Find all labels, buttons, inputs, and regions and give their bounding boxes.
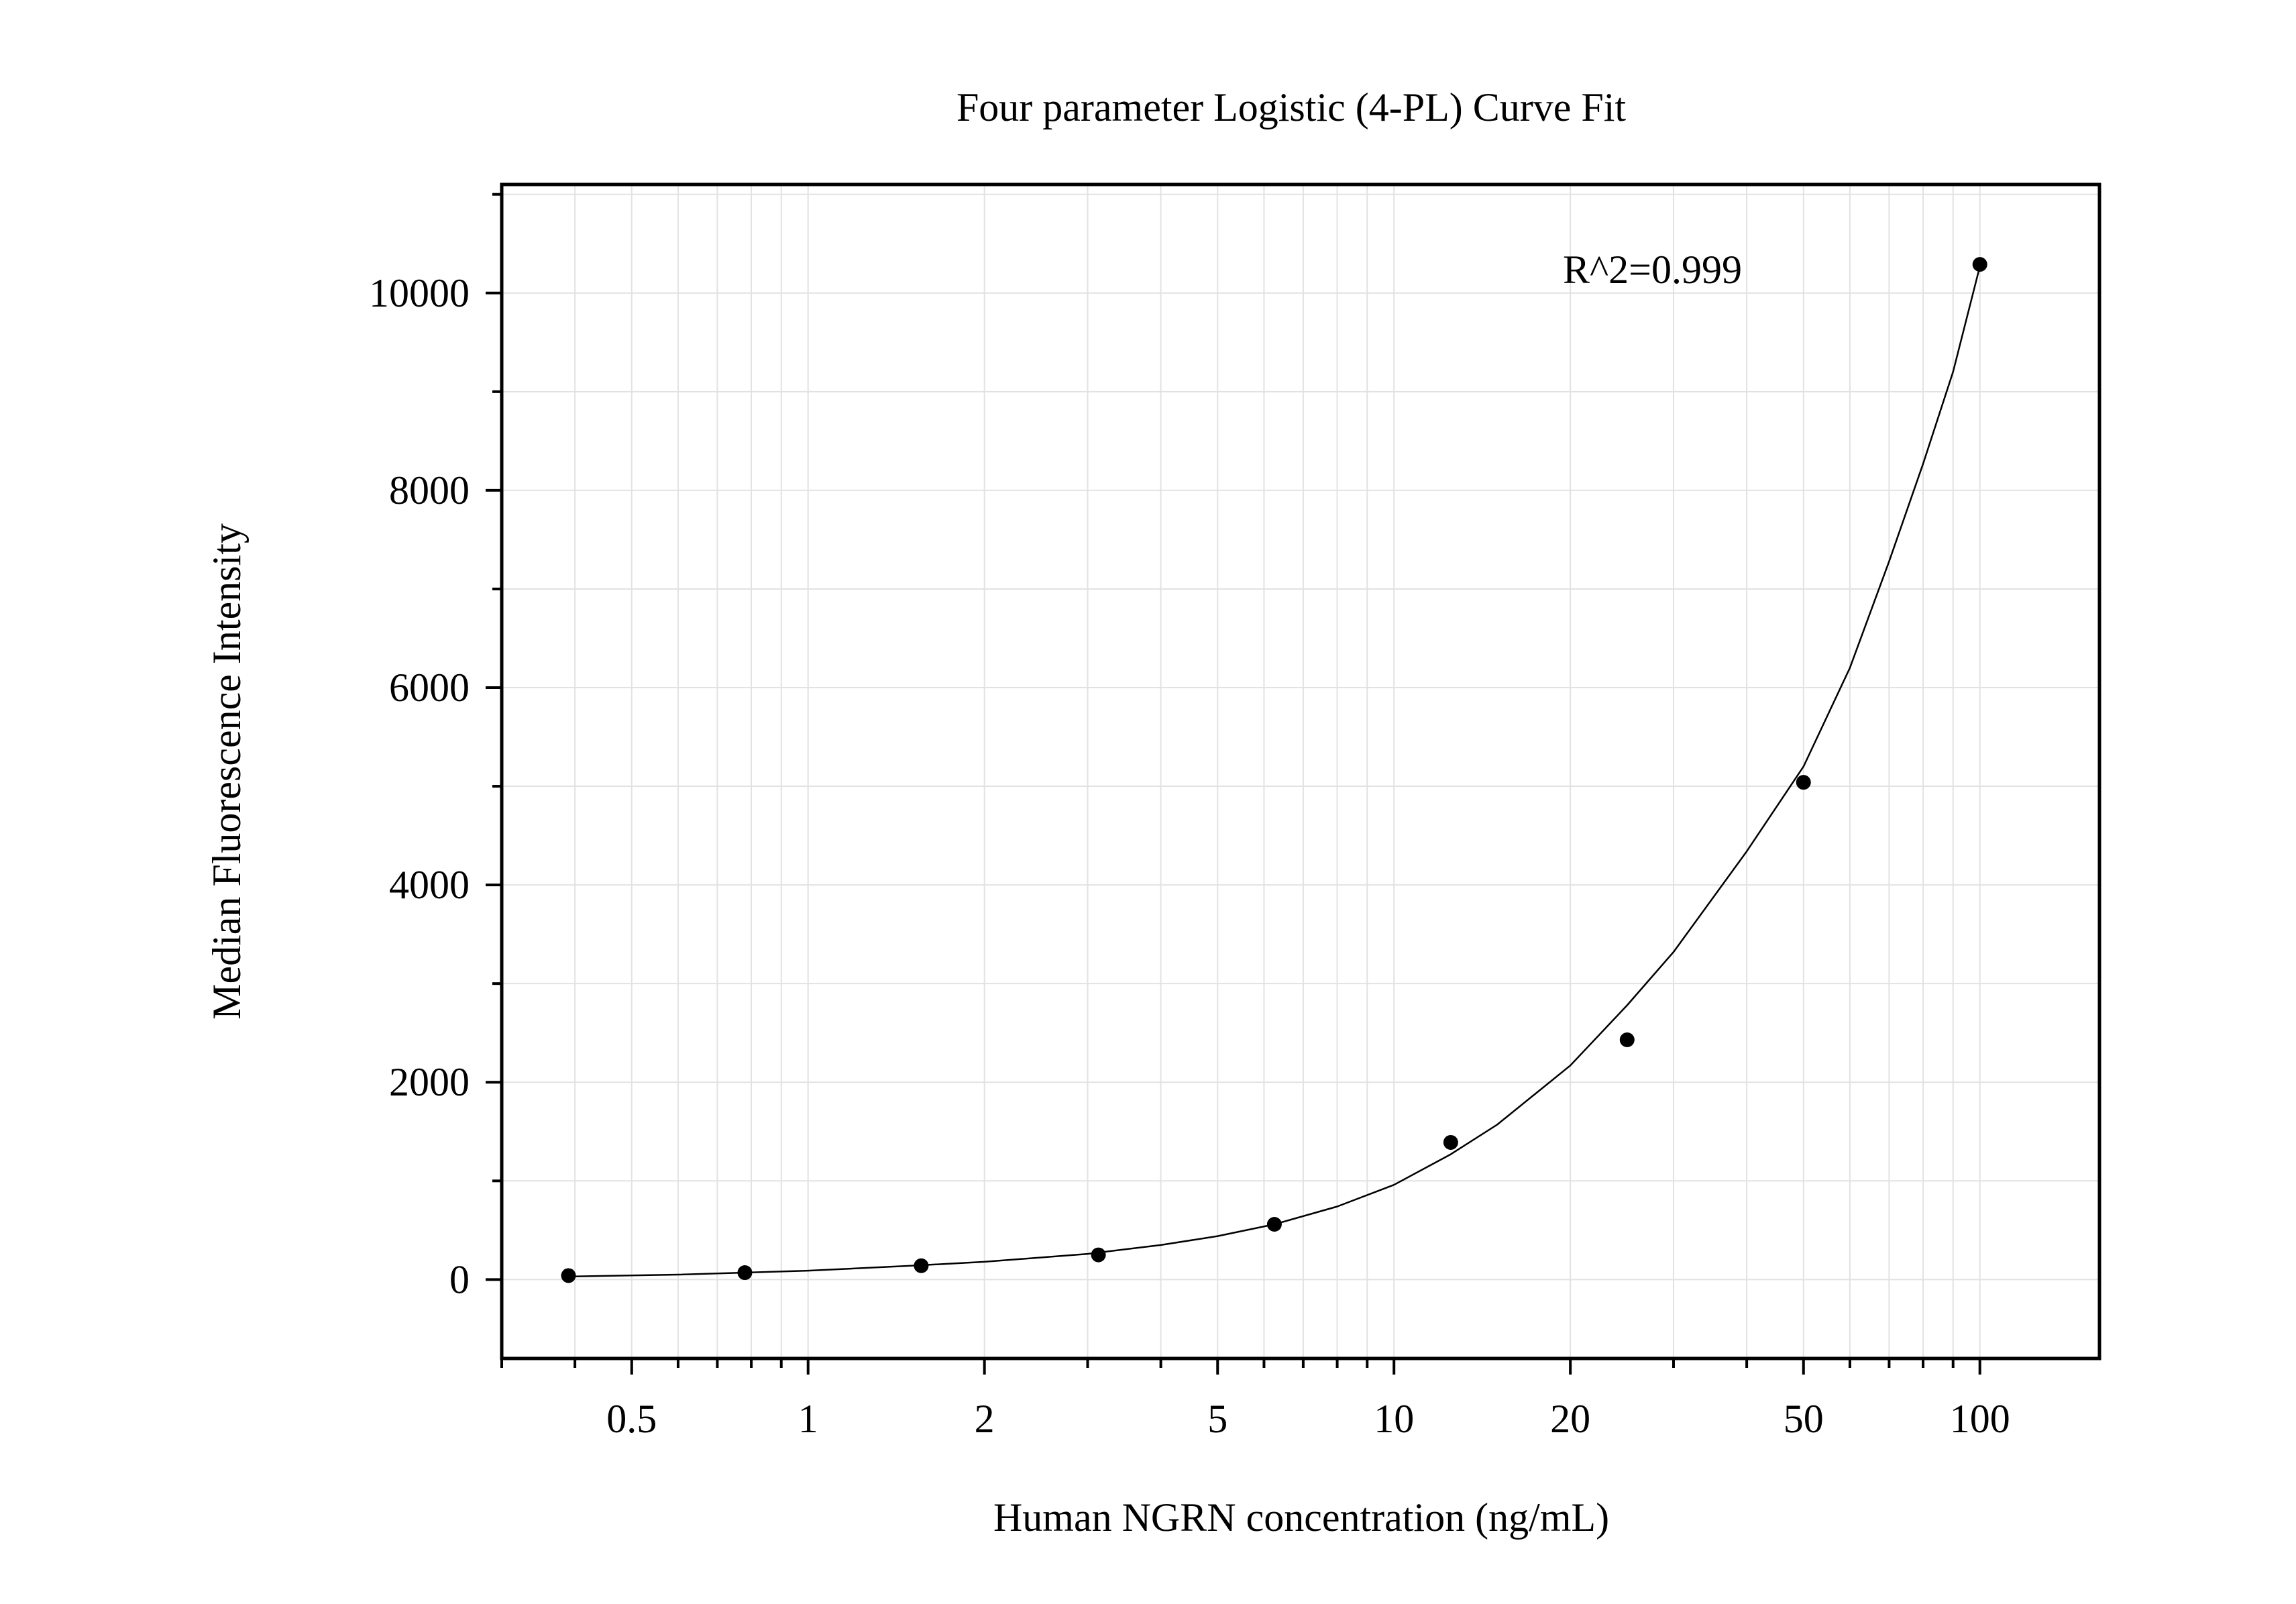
- y-tick-label: 6000: [389, 665, 470, 710]
- x-tick-label: 10: [1374, 1397, 1414, 1441]
- data-point: [1972, 257, 1987, 272]
- data-point: [1266, 1217, 1282, 1232]
- y-tick-label: 10000: [369, 271, 470, 315]
- data-point: [561, 1268, 576, 1283]
- data-point: [1796, 775, 1811, 790]
- r-squared-annotation: R^2=0.999: [1563, 248, 1742, 292]
- chart-title: Four parameter Logistic (4-PL) Curve Fit: [956, 85, 1626, 129]
- data-point: [1091, 1247, 1106, 1263]
- y-tick-label: 2000: [389, 1060, 470, 1104]
- data-point: [914, 1258, 929, 1273]
- data-point: [1443, 1134, 1458, 1150]
- y-tick-label: 0: [449, 1257, 470, 1301]
- fit-curve-layer: [568, 266, 1981, 1278]
- x-tick-label: 100: [1950, 1397, 2010, 1441]
- x-tick-label: 50: [1784, 1397, 1824, 1441]
- y-axis-title: Median Fluorescence Intensity: [205, 523, 249, 1020]
- x-tick-label: 2: [975, 1397, 995, 1441]
- x-tick-label: 20: [1550, 1397, 1590, 1441]
- tick-labels: 0.5 1 2 5 10 20 50 100 0 2000 4000 6000 8000 10000: [369, 271, 2010, 1441]
- data-points: [561, 257, 1987, 1283]
- fit-curve: [568, 266, 1981, 1278]
- x-tick-label: 1: [798, 1397, 818, 1441]
- y-tick-label: 8000: [389, 468, 470, 513]
- x-tick-label: 5: [1207, 1397, 1227, 1441]
- x-tick-label: 0.5: [606, 1397, 657, 1441]
- y-tick-label: 4000: [389, 863, 470, 907]
- grid-lines: [501, 184, 2099, 1358]
- data-point: [1619, 1032, 1635, 1047]
- axis-ticks: [486, 193, 1981, 1375]
- data-point: [737, 1265, 753, 1281]
- x-axis-title: Human NGRN concentration (ng/mL): [993, 1495, 1609, 1540]
- plot-frame: [500, 182, 2101, 1360]
